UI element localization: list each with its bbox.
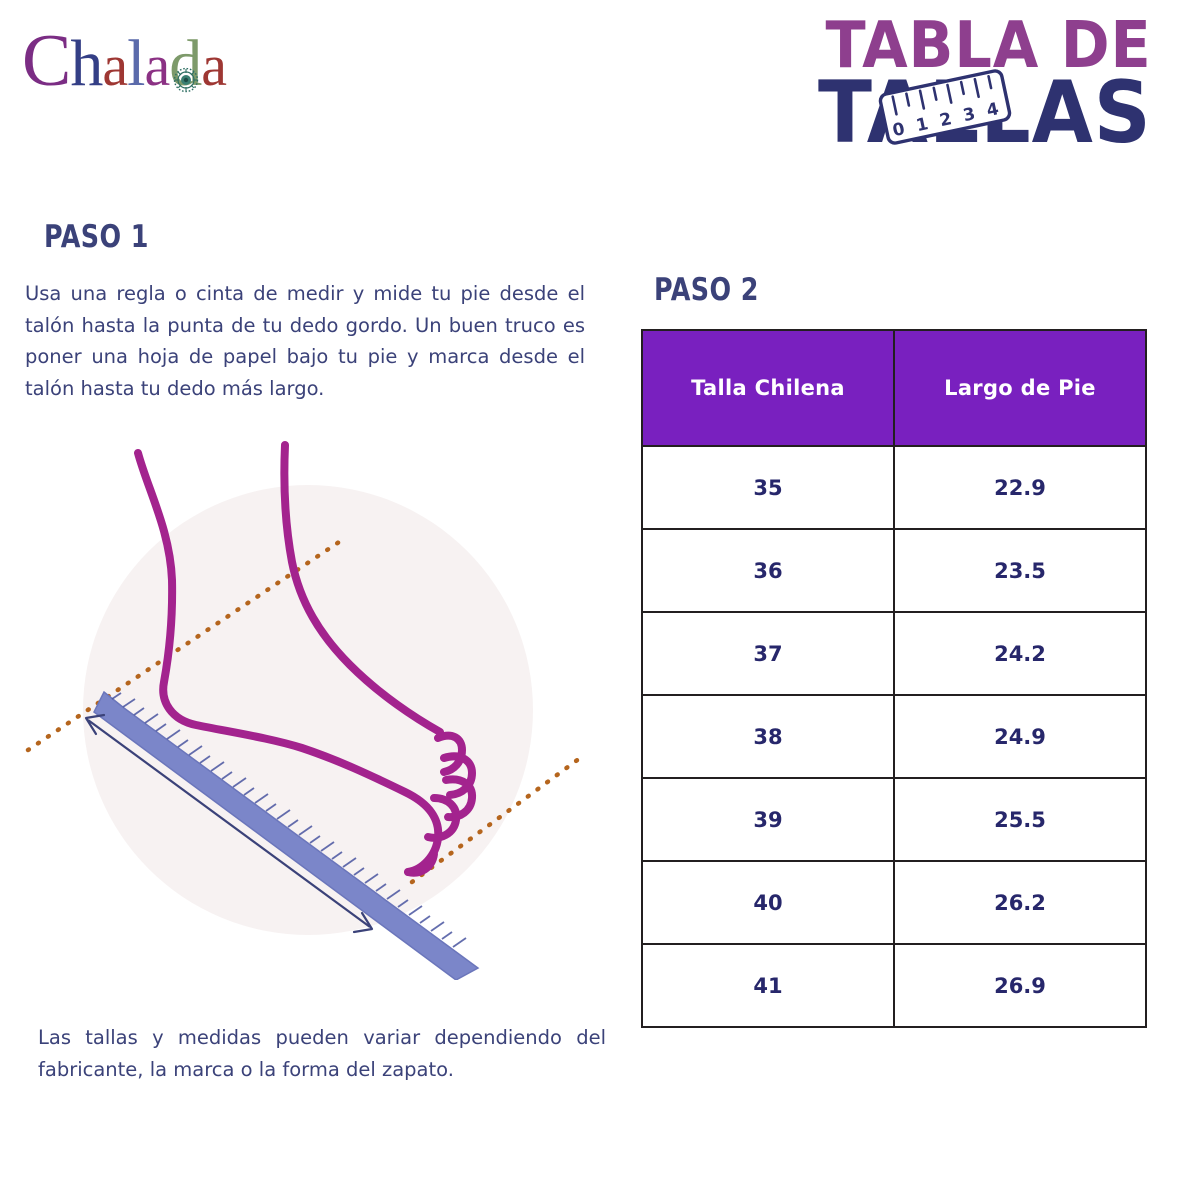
table-row: 36 23.5: [641, 528, 1147, 613]
step1-instructions: Usa una regla o cinta de medir y mide tu…: [25, 282, 585, 400]
cell-largo-de-pie: 24.9: [893, 694, 1147, 779]
cell-largo-de-pie: 23.5: [893, 528, 1147, 613]
foot-toes: [404, 731, 477, 877]
logo-letter-l: l: [127, 27, 145, 100]
table-row: 37 24.2: [641, 611, 1147, 696]
table-header-row: Talla Chilena Largo de Pie: [641, 329, 1147, 447]
table-row: 39 25.5: [641, 777, 1147, 862]
ruler-mark-3: 3: [962, 104, 978, 126]
foot-outline: [134, 441, 444, 876]
cell-largo-de-pie: 22.9: [893, 445, 1147, 530]
mandala-icon: [174, 67, 199, 93]
logo-letter-d: d: [169, 31, 202, 97]
ruler-graphic: [93, 690, 480, 980]
logo-letter-d-glyph: d: [169, 27, 202, 100]
cell-talla-chilena: 40: [641, 860, 895, 945]
table-row: 35 22.9: [641, 445, 1147, 530]
table-body: 35 22.9 36 23.5 37 24.2 38 24.9 39 25.5 40 26.2 41 26…: [641, 445, 1147, 1028]
logo-letter-c: C: [22, 20, 71, 102]
table-row: 40 26.2: [641, 860, 1147, 945]
cell-talla-chilena: 39: [641, 777, 895, 862]
logo-letter-a-1: a: [102, 33, 128, 98]
brand-logo: C h a l a d a: [22, 20, 227, 102]
cell-largo-de-pie: 24.2: [893, 611, 1147, 696]
ruler-mark-0: 0: [891, 119, 907, 141]
ruler-badge-icon: 0 1 2 3 4: [879, 69, 1012, 145]
foot-measuring-illustration: [25, 441, 583, 980]
measurement-arrow: [84, 713, 374, 934]
logo-letter-a-3: a: [201, 33, 227, 98]
guide-lines: [25, 535, 583, 885]
cell-talla-chilena: 41: [641, 943, 895, 1028]
cell-largo-de-pie: 25.5: [893, 777, 1147, 862]
logo-letter-h: h: [70, 27, 103, 100]
cell-largo-de-pie: 26.2: [893, 860, 1147, 945]
ruler-mark-4: 4: [985, 99, 1001, 121]
cell-talla-chilena: 35: [641, 445, 895, 530]
table-row: 38 24.9: [641, 694, 1147, 779]
cell-talla-chilena: 37: [641, 611, 895, 696]
cell-largo-de-pie: 26.9: [893, 943, 1147, 1028]
column-header-largo-de-pie: Largo de Pie: [893, 329, 1147, 447]
logo-letter-a-2: a: [144, 33, 170, 98]
table-row: 41 26.9: [641, 943, 1147, 1028]
step2-heading: PASO 2: [654, 272, 759, 308]
size-chart-table: Talla Chilena Largo de Pie 35 22.9 36 23.5 3…: [641, 329, 1147, 1028]
header-title-block: TABLA DE TALLAS 0 1 2 3 4: [789, 9, 1152, 156]
illustration-background-circle: [83, 485, 533, 935]
ruler-mark-1: 1: [915, 114, 931, 136]
cell-talla-chilena: 36: [641, 528, 895, 613]
cell-talla-chilena: 38: [641, 694, 895, 779]
step1-heading: PASO 1: [44, 219, 149, 255]
title-line-tabla-de: TABLA DE: [825, 9, 1152, 83]
column-header-talla-chilena: Talla Chilena: [641, 329, 895, 447]
footnote-text: Las tallas y medidas pueden variar depen…: [38, 1026, 606, 1081]
ruler-mark-2: 2: [938, 109, 954, 131]
